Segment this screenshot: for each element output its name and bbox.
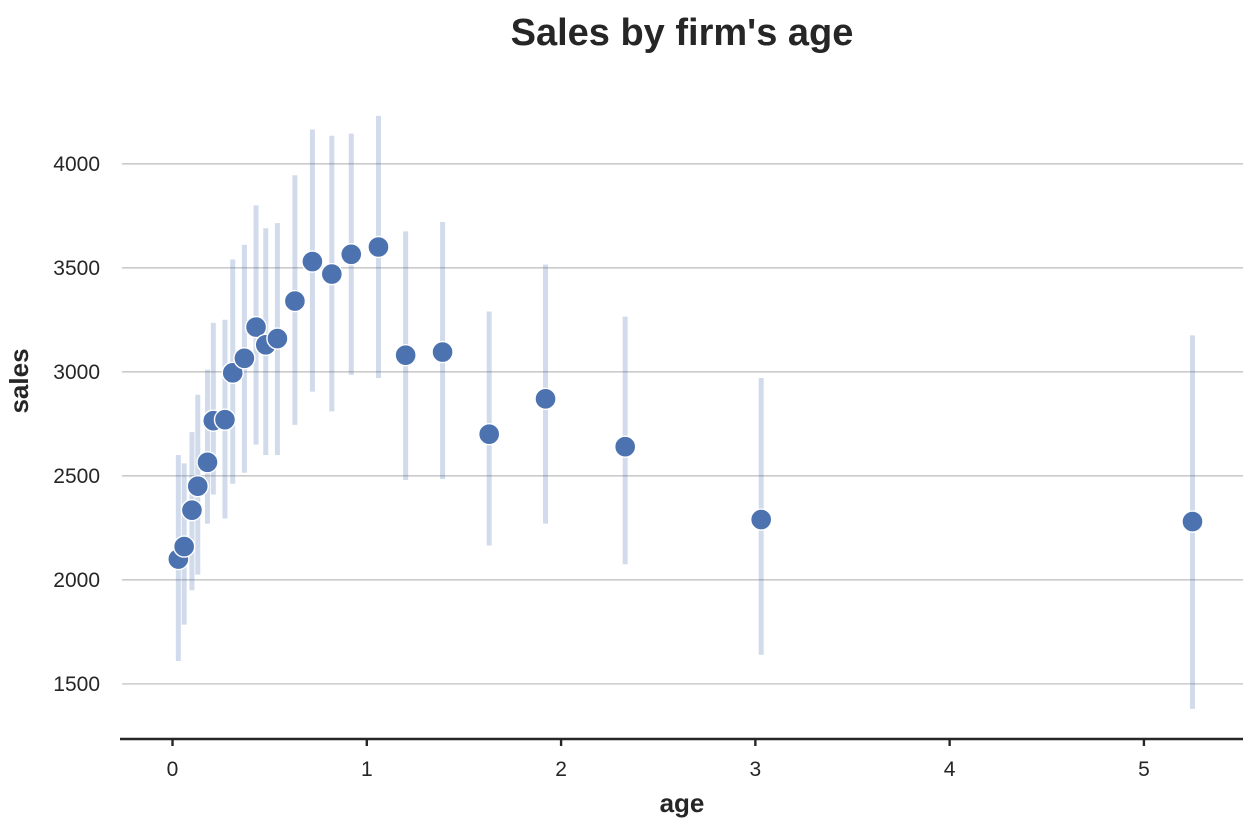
- y-tick-label-2500: 2500: [53, 465, 100, 488]
- y-tick-label-3000: 3000: [53, 361, 100, 384]
- y-tick-label-3500: 3500: [53, 257, 100, 280]
- y-tick-label-4000: 4000: [53, 153, 100, 176]
- data-point-1: [172, 535, 196, 558]
- data-point-4: [196, 451, 219, 474]
- y-tick-label-2000: 2000: [53, 569, 100, 592]
- data-point-8: [233, 347, 256, 370]
- x-tick-label-1: 1: [361, 758, 373, 781]
- data-point-23: [1181, 510, 1204, 533]
- data-point-18: [431, 340, 454, 364]
- error-bar-layer: [175, 115, 1195, 709]
- data-point-12: [283, 289, 307, 313]
- data-point-15: [340, 243, 363, 266]
- x-tick-label-2: 2: [555, 758, 567, 781]
- data-point-16: [367, 235, 390, 259]
- x-tick-label-3: 3: [750, 758, 762, 781]
- chart-title: Sales by firm's age: [511, 12, 854, 54]
- data-point-11: [266, 327, 289, 350]
- data-point-3: [186, 475, 209, 498]
- y-axis-label: sales: [4, 348, 34, 413]
- data-point-22: [749, 508, 773, 531]
- grid-layer: [122, 162, 1243, 685]
- data-point-17: [394, 343, 417, 367]
- x-axis-label: age: [660, 788, 705, 818]
- x-tick-label-4: 4: [944, 758, 956, 781]
- data-point-19: [477, 423, 501, 446]
- data-point-layer: [167, 235, 1204, 571]
- axis-layer: 1500 2000 2500 3000 3500 4000 0 1 2 3 4 5: [53, 153, 1243, 781]
- x-tick-label-5: 5: [1138, 758, 1150, 781]
- data-point-6: [213, 408, 237, 431]
- data-point-7: [221, 361, 244, 385]
- data-point-9: [244, 315, 268, 339]
- data-point-13: [301, 250, 324, 273]
- x-tick-label-0: 0: [167, 758, 179, 781]
- data-point-14: [320, 262, 344, 286]
- y-tick-label-1500: 1500: [53, 673, 100, 696]
- data-point-21: [613, 435, 637, 458]
- data-point-20: [534, 387, 557, 411]
- data-point-2: [180, 498, 204, 522]
